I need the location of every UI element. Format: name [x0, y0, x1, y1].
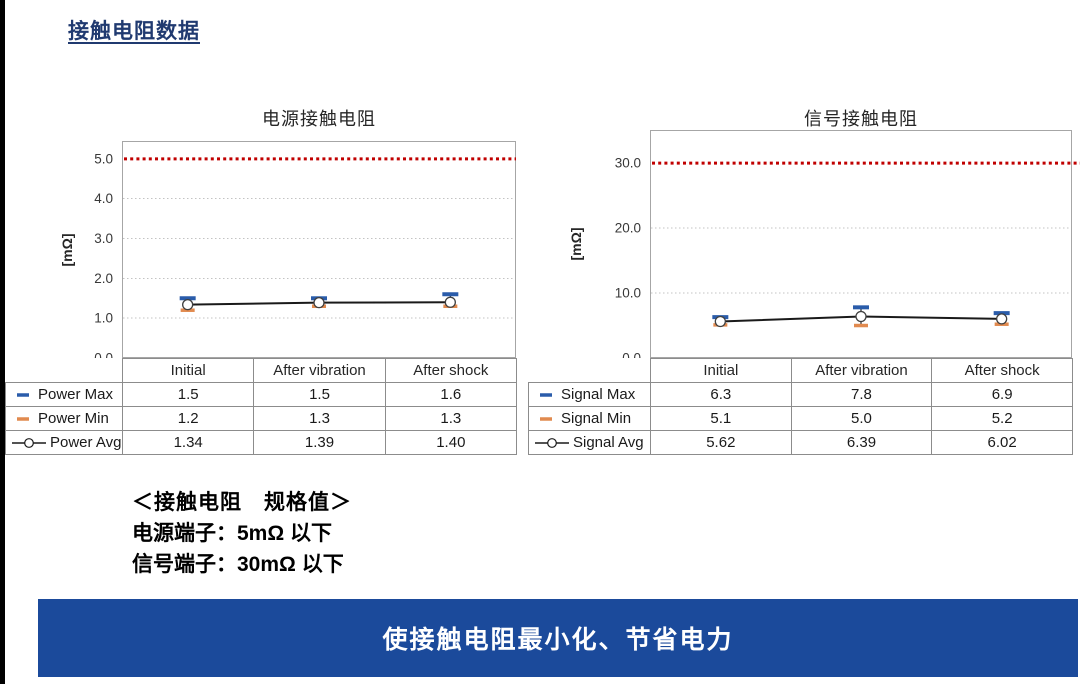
spec-note-power-line: 电源端子：5mΩ 以下 [132, 522, 333, 545]
conclusion-banner-text: 使接触电阻最小化、节省电力 [382, 626, 734, 654]
table-corner [529, 359, 651, 383]
avg-marker [313, 297, 325, 309]
series-name: Signal Max [561, 386, 636, 403]
value-cell: 5.0 [790, 406, 933, 431]
avg-legend-marker-icon [12, 437, 46, 448]
legend-cell: Power Avg [5, 430, 123, 455]
y-tick-label: 3.0 [94, 231, 113, 246]
category-label: After vibration [790, 358, 933, 383]
y-tick-label: 30.0 [615, 156, 641, 171]
dash-legend-marker-icon [17, 416, 29, 421]
value-cell: 1.3 [253, 406, 386, 431]
y-tick-label: 4.0 [94, 191, 113, 206]
series-name: Power Min [38, 410, 109, 427]
series-name: Power Max [38, 386, 114, 403]
value-cell: 6.9 [931, 382, 1073, 407]
dash-legend-marker-icon [540, 392, 552, 397]
value-cell: 1.39 [253, 430, 386, 455]
category-label: After vibration [253, 358, 386, 383]
table-row: Signal Min 5.1 5.0 5.2 [528, 406, 1073, 431]
y-tick-label: 5.0 [94, 151, 113, 166]
table-row: Power Max 1.5 1.5 1.6 [5, 382, 517, 407]
series-name: Power Avg [50, 434, 122, 451]
signal-data-table: Initial After vibration After shock Signal … [528, 358, 1073, 455]
value-cell: 7.8 [790, 382, 933, 407]
avg-marker [855, 310, 867, 323]
legend-cell: Signal Avg [528, 430, 651, 455]
legend-cell: Signal Min [528, 406, 651, 431]
avg-marker [996, 313, 1008, 325]
y-tick-label: 1.0 [94, 311, 113, 326]
value-cell: 1.5 [253, 382, 386, 407]
value-cell: 5.2 [931, 406, 1073, 431]
avg-marker [714, 315, 726, 328]
legend-cell: Signal Max [528, 382, 651, 407]
category-label: After shock [384, 358, 517, 383]
value-cell: 6.39 [790, 430, 933, 455]
avg-legend-marker-icon [535, 437, 569, 448]
signal-plot-area: 0.010.020.030.0 [615, 130, 1080, 366]
series-name: Signal Min [561, 410, 632, 427]
table-row: Power Avg 1.34 1.39 1.40 [5, 430, 517, 455]
value-cell: 1.6 [384, 382, 517, 407]
y-tick-label: 20.0 [615, 221, 641, 236]
value-cell: 1.34 [121, 430, 255, 455]
conclusion-banner: 使接触电阻最小化、节省电力 [38, 599, 1078, 677]
series-name: Signal Avg [573, 434, 644, 451]
table-corner [6, 359, 123, 383]
value-cell: 1.3 [384, 406, 517, 431]
y-tick-label: 10.0 [615, 286, 641, 301]
avg-marker [182, 298, 194, 311]
dash-legend-marker-icon [540, 416, 552, 421]
value-cell: 1.40 [384, 430, 517, 455]
legend-cell: Power Min [5, 406, 123, 431]
legend-cell: Power Max [5, 382, 123, 407]
category-header-row: Initial After vibration After shock [529, 358, 1073, 383]
table-row: Signal Avg 5.62 6.39 6.02 [528, 430, 1073, 455]
value-cell: 5.1 [650, 406, 792, 431]
value-cell: 1.5 [121, 382, 255, 407]
signal-chart-title: 信号接触电阻 [804, 109, 918, 129]
left-edge-bar [0, 0, 5, 684]
page-title: 接触电阻数据 [68, 20, 200, 43]
power-plot-area: 0.01.02.03.04.05.0 [94, 141, 516, 366]
plot-border [122, 141, 516, 358]
category-header-row: Initial After vibration After shock [6, 358, 517, 383]
category-label: After shock [931, 358, 1073, 383]
power-data-table: Initial After vibration After shock Power M… [5, 358, 517, 455]
value-cell: 5.62 [650, 430, 792, 455]
signal-chart-unit: 信号接触电阻 [mΩ] 0.010.020.030.0 InitialAfter… [528, 100, 1080, 460]
table-row: Signal Max 6.3 7.8 6.9 [528, 382, 1073, 407]
spec-note: ＜接触电阻 规格值＞ 电源端子：5mΩ 以下 信号端子：30mΩ 以下 [132, 487, 352, 580]
category-label: Initial [650, 358, 792, 383]
spec-note-signal-line: 信号端子：30mΩ 以下 [132, 553, 344, 576]
value-cell: 6.02 [931, 430, 1073, 455]
power-chart-unit: 电源接触电阻 [mΩ] 0.01.02.03.04.05.0 InitialAf… [5, 100, 517, 460]
y-tick-label: 2.0 [94, 271, 113, 286]
table-row: Power Min 1.2 1.3 1.3 [5, 406, 517, 431]
power-chart-title: 电源接触电阻 [262, 109, 376, 129]
value-cell: 6.3 [650, 382, 792, 407]
plot-border [650, 130, 1072, 358]
spec-note-heading: ＜接触电阻 规格值＞ [132, 491, 352, 514]
avg-marker [444, 296, 456, 308]
dash-legend-marker-icon [17, 392, 29, 397]
value-cell: 1.2 [121, 406, 255, 431]
category-label: Initial [121, 358, 255, 383]
